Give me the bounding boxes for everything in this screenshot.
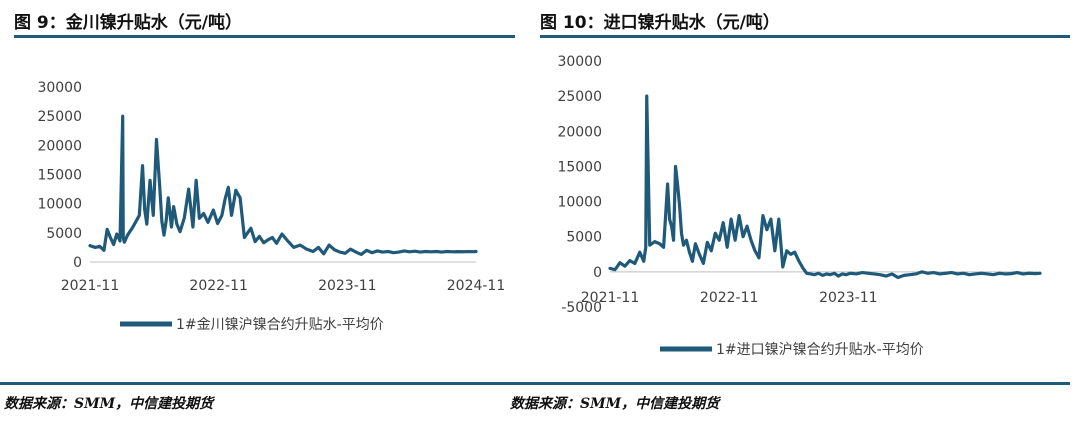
- left-series-line: [88, 114, 478, 257]
- left-figure-panel: 图 9：金川镍升贴水（元/吨） 0 5000 10000 15000 20000 2500…: [0, 0, 515, 422]
- right-x-tick-label: 2023-11: [819, 290, 878, 306]
- right-legend: 1#进口镍沪镍合约升贴水-平均价: [660, 342, 924, 358]
- left-title-rule: [14, 35, 515, 38]
- right-y-tick-label: 10000: [557, 195, 602, 211]
- left-y-tick-label: 15000: [37, 168, 82, 184]
- left-x-tick-label: 2022-11: [189, 278, 248, 294]
- left-y-tick-label: 25000: [37, 109, 82, 125]
- right-y-tick-label: 20000: [557, 124, 602, 140]
- left-figure-title: 图 9：金川镍升贴水（元/吨）: [14, 13, 242, 33]
- left-y-tick-label: 5000: [46, 226, 82, 242]
- left-legend: 1#金川镍沪镍合约升贴水-平均价: [120, 317, 384, 333]
- right-plot-area: [608, 94, 1042, 280]
- right-y-tick-label: 25000: [557, 89, 602, 105]
- right-source-rule: [510, 382, 1070, 385]
- right-y-tick-label: -5000: [561, 300, 602, 316]
- left-x-tick-label: 2021-11: [61, 278, 120, 294]
- left-legend-label: 1#金川镍沪镍合约升贴水-平均价: [176, 317, 384, 333]
- left-y-tick-label: 10000: [37, 197, 82, 213]
- left-x-axis: 2021-11 2022-11 2023-11 2024-11: [61, 261, 506, 294]
- left-source-rule: [0, 382, 515, 385]
- right-y-tick-label: 5000: [566, 230, 602, 246]
- right-figure-panel: 图 10：进口镍升贴水（元/吨） -5000 0 5000 10000 15000 200…: [510, 0, 1070, 422]
- left-y-axis: 0 5000 10000 15000 20000 25000 30000: [37, 80, 82, 271]
- right-y-tick-label: 30000: [557, 54, 602, 70]
- right-y-tick-label: 0: [593, 265, 602, 281]
- left-x-tick-label: 2024-11: [447, 278, 506, 294]
- right-x-tick-label: 2022-11: [700, 290, 759, 306]
- right-line-chart: -5000 0 5000 10000 15000 20000 25000 30000 2021…: [557, 54, 1042, 358]
- right-x-axis: 2021-11 2022-11 2023-11: [581, 271, 1037, 306]
- left-plot-area: [88, 114, 478, 257]
- left-x-tick-label: 2023-11: [318, 278, 377, 294]
- left-y-tick-label: 0: [73, 255, 82, 271]
- right-source-note: 数据来源：SMM，中信建投期货: [510, 396, 720, 412]
- right-y-tick-label: 15000: [557, 159, 602, 175]
- left-source-note: 数据来源：SMM，中信建投期货: [4, 396, 214, 412]
- right-title-rule: [540, 35, 1070, 38]
- right-y-axis: -5000 0 5000 10000 15000 20000 25000 30000: [557, 54, 602, 316]
- left-y-tick-label: 30000: [37, 80, 82, 96]
- right-series-line: [608, 94, 1042, 280]
- right-legend-label: 1#进口镍沪镍合约升贴水-平均价: [716, 342, 924, 358]
- right-figure-title: 图 10：进口镍升贴水（元/吨）: [540, 13, 780, 33]
- left-y-tick-label: 20000: [37, 138, 82, 154]
- right-x-tick-label: 2021-11: [581, 290, 640, 306]
